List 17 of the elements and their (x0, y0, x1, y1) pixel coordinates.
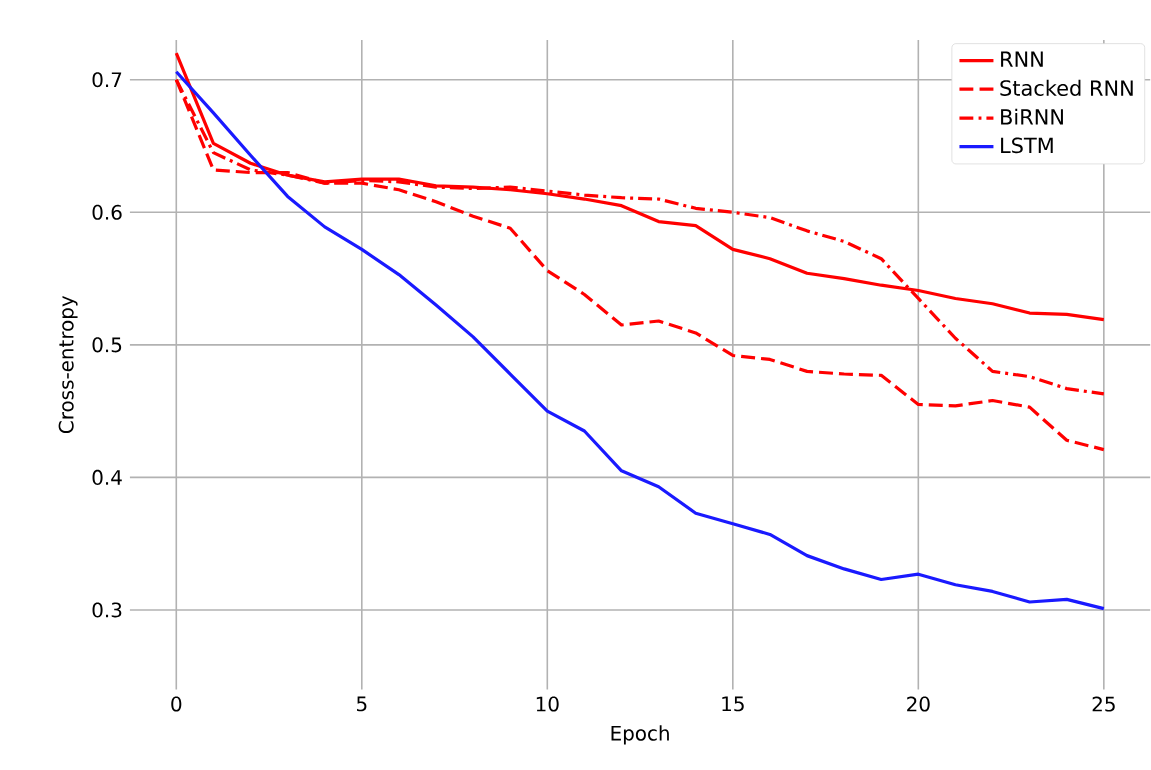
y-tick-label: 0.7 (92, 71, 122, 88)
y-tick-label: 0.5 (92, 337, 122, 353)
legend-label: RNN (1001, 51, 1043, 67)
x-tick-label: 10 (536, 696, 559, 712)
y-tick-label: 0.3 (92, 602, 122, 618)
x-axis-title: Epoch (611, 725, 669, 745)
x-tick-label: 25 (1092, 696, 1115, 712)
x-tick-label: 15 (722, 696, 744, 712)
x-tick-label: 0 (171, 696, 182, 712)
y-tick-label: 0.6 (92, 204, 122, 220)
x-tick-label: 20 (907, 696, 930, 712)
x-tick-label: 5 (357, 696, 367, 712)
legend-label: LSTM (1001, 137, 1053, 154)
legend-label: Stacked RNN (1000, 79, 1133, 96)
legend-label: BiRNN (1001, 108, 1063, 125)
y-tick-label: 0.4 (92, 469, 122, 485)
y-axis-title: Cross-entropy (58, 295, 78, 433)
